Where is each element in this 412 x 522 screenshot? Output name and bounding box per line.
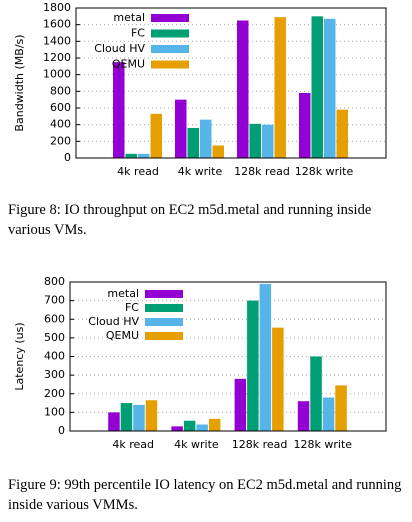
bar [138,153,150,158]
bar [196,424,208,431]
y-tick-label: 400 [50,118,71,131]
y-tick-label: 200 [44,387,65,400]
bar [212,145,224,158]
y-tick-label: 300 [44,368,65,381]
legend-swatch [145,290,183,298]
bar [247,300,259,431]
bar [133,404,145,431]
y-tick-label: 600 [44,312,65,325]
bar [237,20,249,158]
bar [171,426,183,431]
y-tick-label: 400 [44,350,65,363]
bar [336,109,348,158]
bar [335,385,347,431]
y-tick-label: 1000 [43,68,71,81]
bar [322,397,335,431]
y-tick-label: 800 [44,275,65,288]
y-tick-label: 0 [58,424,65,437]
y-tick-label: 200 [50,134,71,147]
legend-label: metal [113,11,145,24]
bar [324,18,336,159]
bar [311,16,323,159]
y-tick-label: 100 [44,405,65,418]
y-axis-label: Latency (us) [13,322,26,390]
x-tick-label: 128k read [232,438,288,451]
bar [120,403,133,431]
y-tick-label: 1200 [43,51,71,64]
bar [113,62,125,158]
legend-swatch [145,318,183,326]
x-tick-label: 4k write [178,165,223,178]
bar [234,378,247,431]
y-tick-label: 600 [50,101,71,114]
legend-swatch [145,304,183,312]
x-tick-label: 128k write [295,165,354,178]
legend-label: Cloud HV [88,315,139,328]
legend-swatch [151,14,189,22]
legend-swatch [151,60,189,69]
x-tick-label: 4k read [112,438,154,451]
y-tick-label: 1600 [43,18,71,31]
y-tick-label: 0 [64,151,71,164]
bar [187,128,199,158]
bar [108,412,120,431]
plot-frame [69,281,387,432]
bar [299,93,311,158]
bar [175,99,187,158]
y-tick-label: 500 [44,331,65,344]
bar [150,113,162,158]
bar [249,123,261,158]
bar [259,283,272,431]
y-tick-label: 700 [44,294,65,307]
bar [200,119,212,158]
y-axis-label: Bandwidth (MB/s) [13,34,26,131]
legend-label: metal [107,287,139,300]
legend-swatch [145,332,183,340]
bar [274,17,286,158]
legend-label: FC [131,27,145,40]
x-tick-label: 4k read [117,165,159,178]
x-tick-label: 4k write [174,438,219,451]
legend-swatch [151,45,189,53]
bar [183,420,196,431]
y-tick-label: 1400 [43,34,71,47]
x-tick-label: 128k read [234,165,290,178]
bar [208,418,221,431]
bar [310,356,322,431]
y-tick-label: 800 [50,84,71,97]
caption: Figure 8: IO throughput on EC2 m5d.metal… [8,202,372,238]
plot-frame [75,7,387,159]
bar [262,124,274,158]
y-tick-label: 1800 [43,1,71,14]
legend-label: FC [125,301,139,314]
bar [125,153,137,158]
bar [145,400,158,431]
legend-label: Cloud HV [94,42,145,55]
x-tick-label: 128k write [294,438,353,451]
legend-label: QEMU [106,329,139,342]
caption: Figure 9: 99th percentile IO latency on … [8,477,402,513]
legend-swatch [151,29,189,38]
legend-label: QEMU [112,58,145,71]
bar [297,401,310,431]
bar [272,327,284,431]
